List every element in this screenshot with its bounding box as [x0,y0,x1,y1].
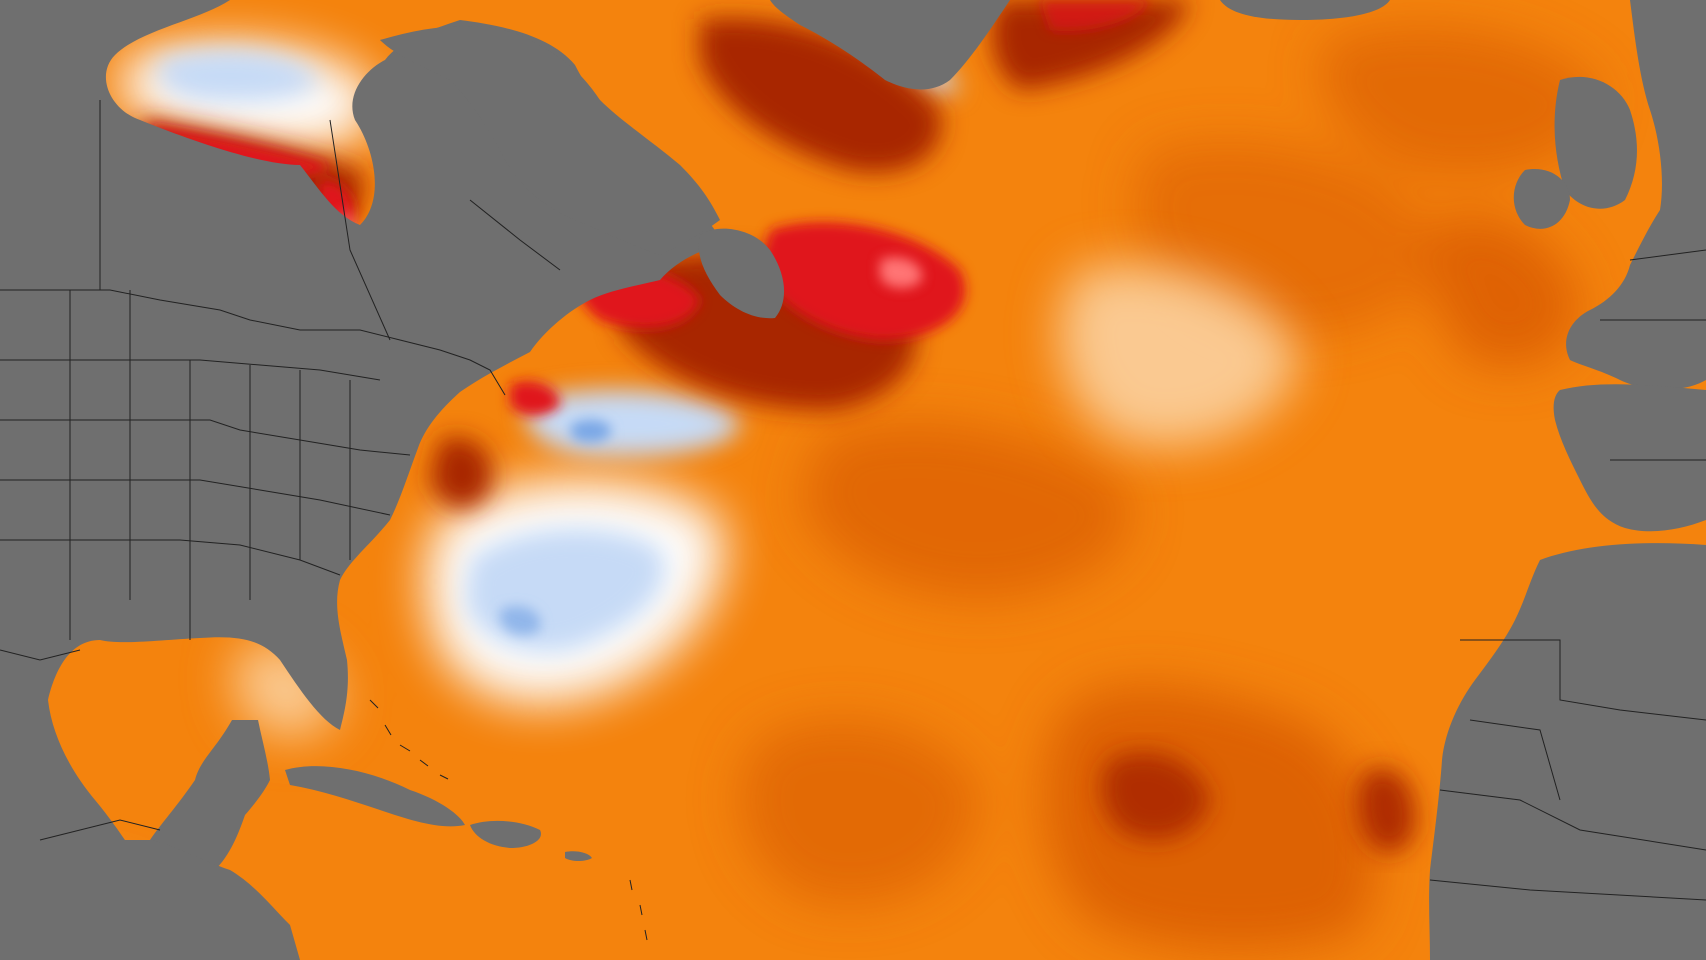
anomaly-very-hot-west-africa [1357,768,1416,853]
anomaly-peak-grand-banks [880,257,923,289]
land-newfoundland [698,228,785,319]
border-us-states-north [0,359,411,576]
anomaly-record-hot-grand-banks [760,222,966,340]
anomaly-warm-eastern-atlantic [1043,685,1378,952]
anomaly-very-hot-canary [1101,752,1210,840]
anomaly-record-hot-gulf-of-maine [510,381,560,416]
border-africa [1429,639,1706,901]
border-mexico [0,649,161,841]
border-canada-provinces [99,100,561,341]
anomaly-record-hot-greenland-south [1040,0,1150,31]
land-puerto-rico [565,851,592,861]
land-north-america [0,0,720,878]
anomaly-very-hot-labrador-sea [700,18,942,173]
land-cuba [285,766,465,827]
land-labrador-quebec-north [380,25,720,256]
anomaly-very-hot-mid-atlantic-coast [430,437,492,509]
border-us-states-vertical [69,290,351,640]
land-iberia [1553,384,1706,532]
land-ireland [1513,169,1570,229]
land-greenland [770,0,1010,90]
anomaly-very-hot-greenland-east [991,0,1190,90]
land-great-britain [1554,76,1637,209]
anomaly-cool-hudson-bay [157,49,320,102]
land-iceland-north [1220,0,1390,20]
anomaly-strong-cool-gulf-stream [570,419,612,443]
land-hispaniola [470,820,541,848]
border-bahamas-islands [369,699,648,941]
border-europe [1600,249,1706,461]
anomaly-warm-iberia-coast [1430,214,1580,368]
land-europe [1566,0,1706,390]
land-africa [1429,543,1706,960]
anomaly-warm-central-atlantic [800,421,1132,600]
anomaly-warm-northeast [1319,26,1600,177]
political-borders [0,100,1706,941]
anomaly-neutral-north-central [1059,264,1300,447]
land-central-america [0,840,300,960]
border-us-canada [0,289,506,396]
anomaly-warm-south-central [739,719,980,905]
anomaly-strong-cool-sargasso [500,606,541,636]
anomaly-record-hot-hudson [150,125,330,177]
